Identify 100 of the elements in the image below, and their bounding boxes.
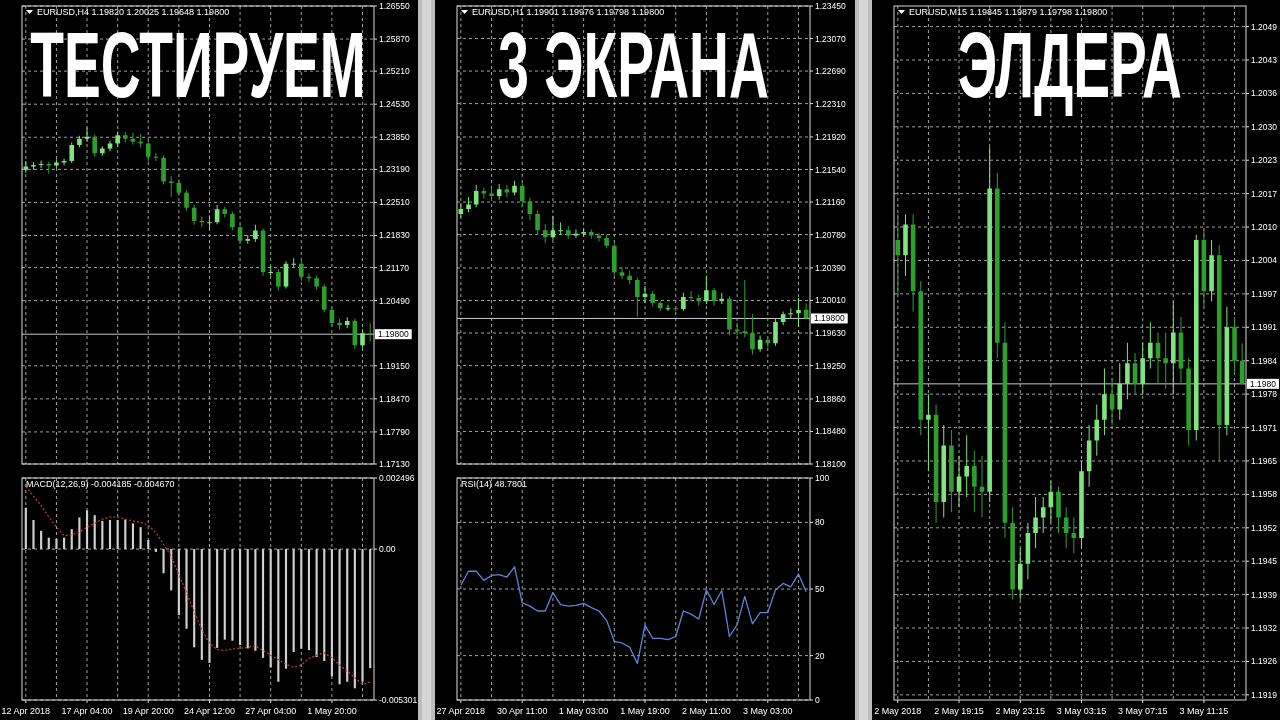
candlestick <box>1094 404 1100 456</box>
candlestick <box>750 314 755 355</box>
chart-title: RSI(14) 48.7801 <box>461 479 528 489</box>
candlestick <box>512 180 517 196</box>
y-tick-label: 1.1939 <box>1251 589 1278 600</box>
y-tick-label: 1.25870 <box>379 34 410 45</box>
bar <box>185 549 188 629</box>
candlestick <box>1033 496 1038 549</box>
y-tick-label: 1.18100 <box>815 459 846 469</box>
bar <box>93 515 96 550</box>
bar <box>223 549 226 640</box>
bar <box>277 549 280 682</box>
bar <box>162 549 165 574</box>
y-tick-label: 1.17130 <box>379 459 410 469</box>
candlestick <box>949 430 954 513</box>
candlestick <box>964 435 969 497</box>
y-tick-label: 1.21540 <box>815 164 846 175</box>
y-tick-label: 1.20490 <box>379 295 410 306</box>
x-tick-label: 27 Apr 2018 <box>436 706 486 716</box>
y-tick-label: 1.23450 <box>815 1 846 11</box>
candlestick <box>565 226 571 239</box>
y-tick-label: 1.1997 <box>1251 288 1278 299</box>
candlestick <box>1186 358 1191 446</box>
y-tick-label: 50 <box>815 584 825 594</box>
x-tick-label: 19 Apr 20:00 <box>122 706 174 716</box>
y-tick-label: 1.2043 <box>1251 54 1278 65</box>
candlestick <box>1163 332 1168 389</box>
y-tick-label: 1.2049 <box>1251 21 1278 32</box>
candlestick <box>903 214 908 276</box>
bar <box>124 519 127 550</box>
y-tick-label: 1.19250 <box>815 360 846 371</box>
candlestick <box>100 146 105 156</box>
x-tick-label: 1 May 20:00 <box>307 706 357 716</box>
candlestick <box>360 329 365 348</box>
y-tick-label: 1.2023 <box>1251 155 1278 166</box>
y-tick-label: 1.20390 <box>815 262 846 273</box>
bar <box>177 549 180 616</box>
y-tick-label: 1.1971 <box>1251 422 1278 433</box>
bar <box>369 549 372 669</box>
candlestick <box>742 279 748 338</box>
candlestick <box>276 269 281 291</box>
bar <box>307 549 311 651</box>
y-tick-label: 1.2004 <box>1251 255 1278 266</box>
y-tick-label: 1.23190 <box>379 164 410 175</box>
bar <box>32 520 35 550</box>
candlestick <box>291 258 296 268</box>
candlestick <box>1056 486 1061 533</box>
candlestick <box>245 235 251 244</box>
x-tick-label: 27 Apr 04:00 <box>245 706 297 716</box>
bar <box>40 530 43 550</box>
candlestick <box>542 224 548 244</box>
y-tick-label: 1.21830 <box>379 230 410 241</box>
candlestick <box>796 297 801 328</box>
candlestick <box>1117 363 1123 420</box>
candlestick <box>489 188 494 201</box>
candlestick <box>314 275 319 290</box>
candlestick <box>299 260 304 281</box>
candlestick <box>727 296 732 336</box>
candlestick <box>581 228 586 237</box>
y-tick-label: 1.18480 <box>815 426 846 437</box>
y-tick-label: 1.22310 <box>815 98 846 109</box>
candlestick <box>673 305 679 312</box>
y-tick-label: 1.1919 <box>1251 689 1278 700</box>
y-tick-label: 1.22510 <box>379 197 410 208</box>
candlestick <box>1102 368 1107 436</box>
y-tick-label: 1.20780 <box>815 229 846 240</box>
candlestick <box>979 455 985 518</box>
y-tick-label: 0 <box>815 695 820 705</box>
candlestick <box>658 301 663 311</box>
ref-line-label: 1.19800 <box>378 329 409 340</box>
candlestick <box>1040 496 1046 533</box>
candlestick <box>1125 342 1130 400</box>
y-tick-label: 1.21920 <box>815 131 846 142</box>
x-tick-label: 2 May 19:15 <box>934 706 984 716</box>
bar <box>78 517 81 550</box>
bar <box>108 520 112 550</box>
chart-title: EURUSD,M15 1.19845 1.19879 1.19798 1.19800 <box>909 7 1108 17</box>
y-tick-label: 1.2030 <box>1251 121 1278 132</box>
bar <box>200 549 203 660</box>
candlestick <box>367 323 373 342</box>
candlestick <box>1148 322 1153 369</box>
bar <box>147 539 150 550</box>
ref-line-label: 1.19800 <box>814 313 845 324</box>
bar <box>216 549 219 648</box>
x-tick-label: 1 May 03:00 <box>558 706 609 716</box>
candlestick <box>1171 301 1176 395</box>
candlestick <box>184 190 189 211</box>
candlestick <box>153 153 159 162</box>
bar <box>254 549 257 651</box>
bar <box>193 549 196 648</box>
bar <box>284 549 288 669</box>
candlestick <box>681 292 686 311</box>
x-tick-label: 30 Apr 11:00 <box>497 706 548 716</box>
x-tick-label: 3 May 07:15 <box>1117 706 1168 716</box>
candlestick <box>337 318 342 330</box>
y-tick-label: 1.21170 <box>379 262 410 273</box>
bar <box>338 549 341 685</box>
bar <box>47 537 50 550</box>
candlestick <box>558 222 563 235</box>
y-tick-label: 0.00 <box>379 544 396 555</box>
